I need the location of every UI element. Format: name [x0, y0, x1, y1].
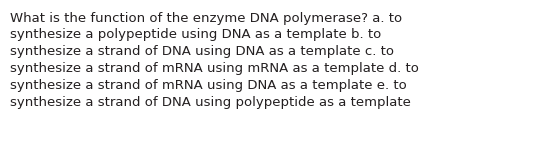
- Text: What is the function of the enzyme DNA polymerase? a. to
synthesize a polypeptid: What is the function of the enzyme DNA p…: [10, 12, 419, 109]
